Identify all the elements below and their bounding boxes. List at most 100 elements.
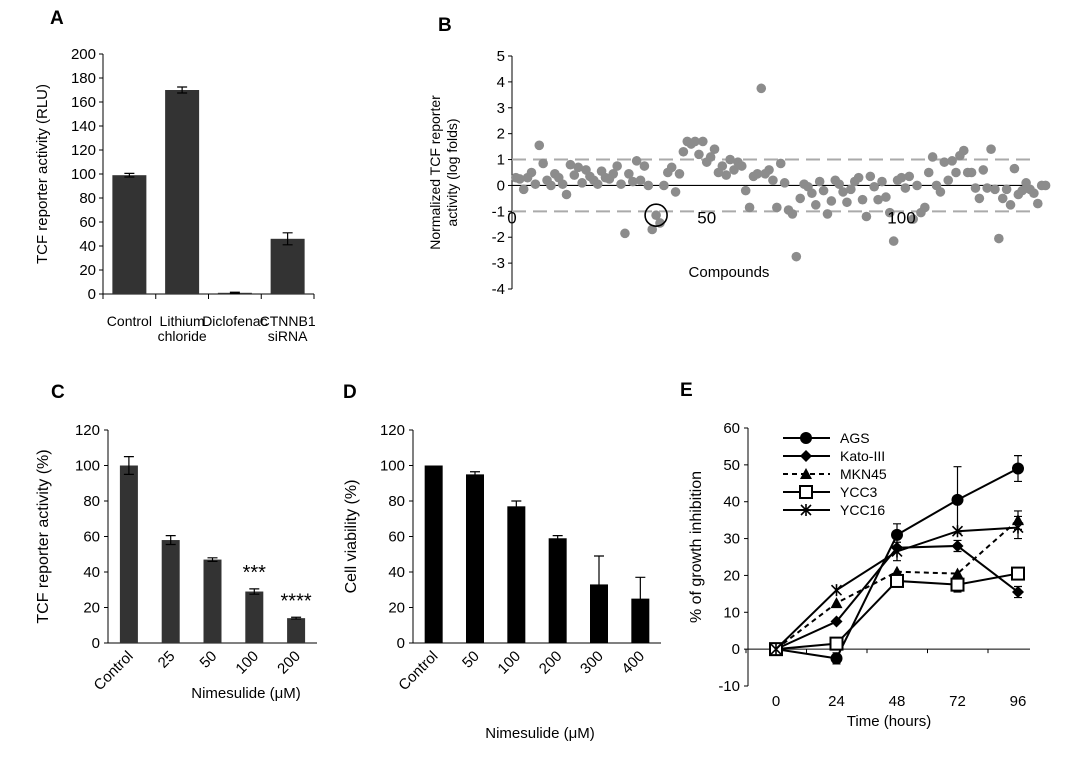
error-bar [123,456,134,475]
error-bar [552,535,563,542]
bar [245,591,264,643]
y-tick-label: 30 [723,531,740,548]
x-tick-label: 72 [949,693,966,710]
y-tick-label: 60 [388,529,405,546]
y-axis-title: Cell viability (%) [343,480,360,594]
data-point [565,159,576,170]
data-point [736,161,747,171]
y-tick-label: 20 [79,262,96,279]
data-point [873,194,883,205]
data-point [526,167,537,178]
error-bar [291,616,302,620]
data-point [514,174,525,184]
data-point [974,193,985,204]
error-bar [511,500,522,513]
x-tick-label: Control [107,313,152,329]
data-point [865,171,876,182]
data-point [670,187,681,197]
square-marker [1011,566,1025,581]
data-point [1001,184,1012,195]
data-point [791,251,802,262]
panel-b-label: B [438,15,452,36]
data-point [869,181,880,192]
legend-label: AGS [840,430,870,446]
data-point [717,161,728,171]
error-bar [470,471,480,478]
data-point [772,202,782,213]
y-tick-label: 80 [83,493,100,510]
data-point [857,194,868,205]
data-point [775,158,786,169]
x-axis-title: Compounds [689,264,770,281]
x-tick-label: 25 [155,648,179,672]
panel-d-label: D [343,382,357,403]
y-tick-label: -3 [492,255,505,272]
square-marker [799,485,813,499]
data-point [647,224,658,235]
data-point [698,136,708,147]
data-point [1005,200,1016,210]
y-tick-label: 4 [497,74,505,91]
star-marker [800,504,812,516]
y-tick-label: -1 [492,203,505,220]
x-tick-label: 50 [459,648,483,672]
data-point [639,161,650,171]
data-point [643,180,654,191]
series-ycc16 [770,515,1024,656]
panel-e: E -10 0 10 20 30 40 50 60 0 24 48 72 96 AGS Kato-III MK… [680,380,1030,730]
y-tick-label: 60 [83,529,100,546]
star-marker [1012,521,1024,534]
circle-marker [800,432,812,444]
y-tick-label: 40 [83,564,100,581]
data-point [795,193,806,204]
data-point [764,165,774,175]
y-tick-label: 100 [71,166,96,183]
y-tick-label: 60 [79,214,96,231]
diamond-marker [951,539,964,552]
data-point [997,193,1008,204]
y-tick-label: 180 [71,70,96,87]
y-tick-label: 3 [497,100,505,117]
bar [119,465,138,643]
legend-label: MKN45 [840,466,887,482]
y-tick-label: 20 [723,567,740,584]
x-tick-label: 100 [232,648,262,678]
y-tick-label: 80 [388,493,405,510]
y-tick-label: 0 [397,635,405,652]
x-tick-label: Control [395,648,441,694]
x-tick-label: Lithium [160,313,205,329]
error-bar [282,232,293,246]
y-tick-label: 40 [388,564,405,581]
y-tick-label: 100 [75,458,100,475]
y-tick-label: 0 [92,635,100,652]
data-point [787,209,798,219]
significance-label: **** [281,590,312,612]
data-point [616,179,626,189]
x-tick-label: 24 [828,693,845,710]
data-point [884,207,895,218]
y-tick-label: 10 [723,604,740,621]
y-axis-title: activity (log folds) [444,118,460,226]
data-point [970,183,981,193]
bar [424,465,443,643]
bar [507,506,526,643]
data-point [1017,185,1028,196]
error-bar [594,555,604,614]
y-axis-title: % of growth inhibition [688,471,705,623]
data-point [678,146,689,157]
y-tick-label: 120 [380,422,405,439]
y-tick-label: 80 [79,190,96,207]
data-point [904,171,915,182]
x-axis-title: Nimesulide (μM) [191,685,301,702]
data-point [756,83,767,94]
data-point [608,168,619,179]
data-point [620,228,630,239]
square-marker [829,636,844,651]
data-point [709,144,720,154]
circle-marker [951,493,964,506]
x-tick-label: chloride [158,328,207,344]
data-point [530,179,541,189]
y-tick-label: -4 [492,281,505,298]
data-point [822,209,833,219]
legend-label: YCC16 [840,502,885,518]
